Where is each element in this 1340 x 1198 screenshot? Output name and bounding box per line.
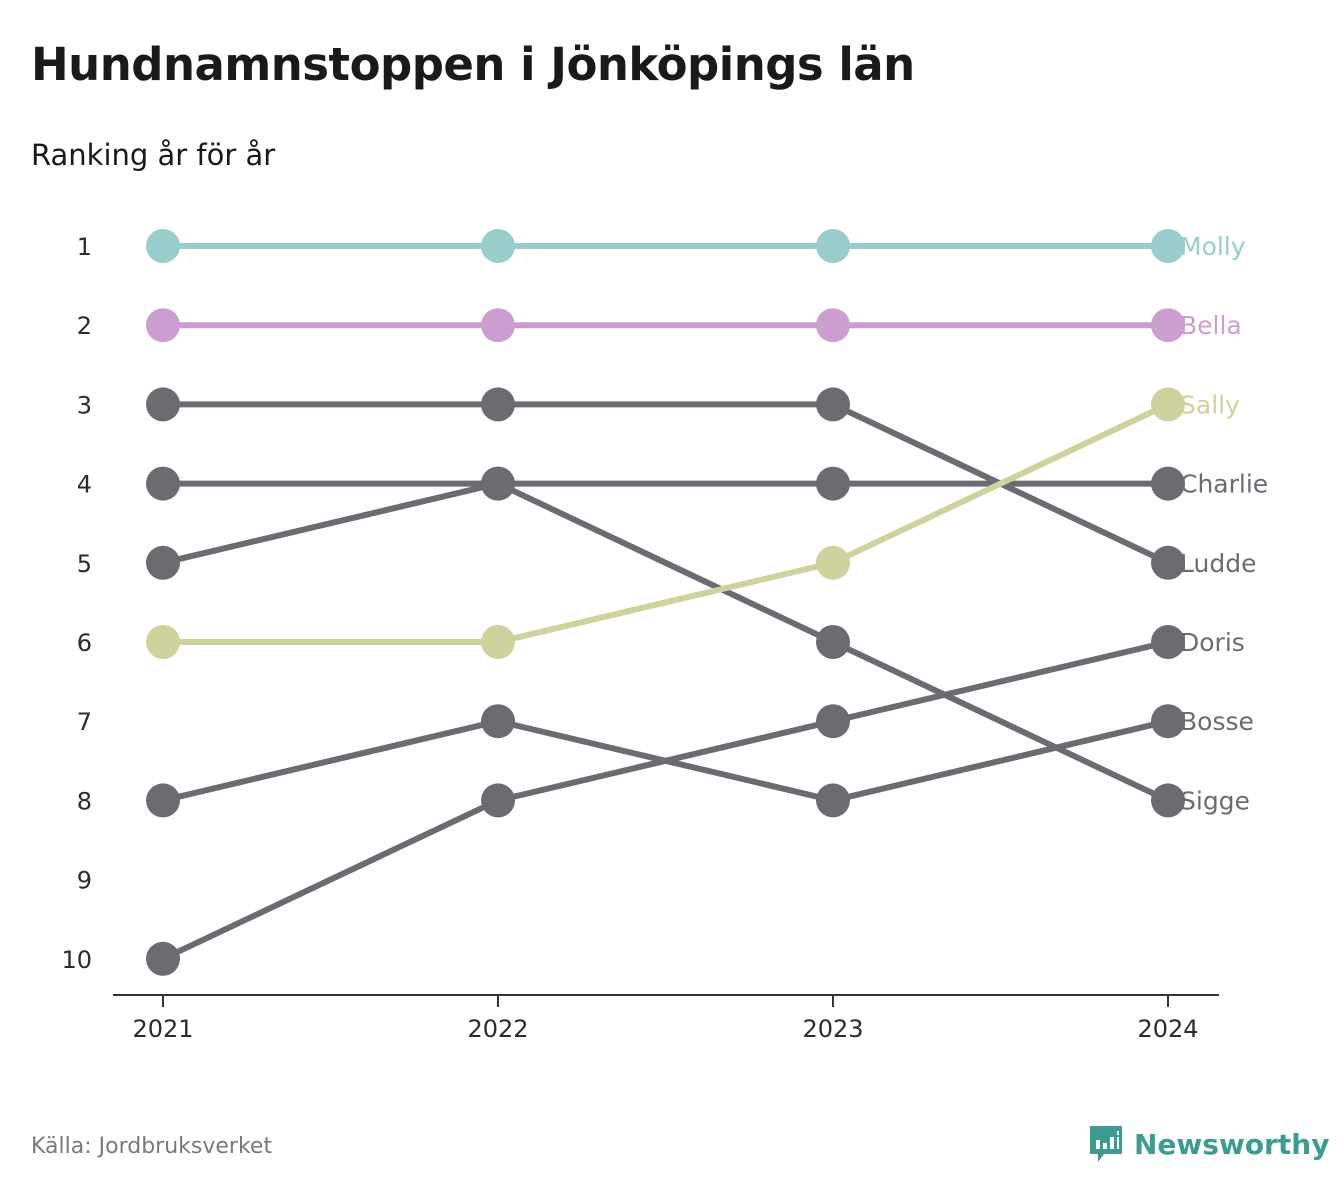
- data-point-charlie-2024: [1151, 466, 1185, 501]
- series-label-bella: Bella: [1180, 311, 1242, 340]
- data-point-bella-2021: [146, 308, 180, 343]
- data-point-bella-2023: [816, 308, 850, 343]
- series-line-sigge: [160, 480, 1171, 804]
- y-tick-label: 3: [77, 391, 92, 419]
- y-tick-label: 6: [77, 629, 92, 657]
- bar-chart-speech-bubble-icon: [1090, 1126, 1122, 1162]
- data-point-doris-2022: [481, 783, 515, 818]
- y-tick-label: 7: [77, 708, 92, 736]
- data-point-bella-2024: [1151, 308, 1185, 343]
- data-point-bosse-2021: [146, 783, 180, 818]
- series-label-molly: Molly: [1180, 232, 1246, 261]
- data-point-sally-2024: [1151, 387, 1185, 422]
- data-point-sally-2022: [481, 625, 515, 659]
- y-tick-label: 4: [77, 471, 92, 499]
- y-tick-label: 2: [77, 312, 92, 340]
- y-tick-label: 10: [61, 946, 92, 974]
- series-line-bosse: [160, 718, 1171, 804]
- series-label-ludde: Ludde: [1180, 549, 1256, 578]
- data-point-molly-2024: [1151, 229, 1185, 263]
- y-tick-label: 1: [77, 233, 92, 261]
- data-point-bosse-2024: [1151, 704, 1185, 739]
- data-point-charlie-2023: [816, 466, 850, 501]
- data-point-bosse-2022: [481, 704, 515, 739]
- data-point-ludde-2023: [816, 387, 850, 422]
- data-point-bella-2022: [481, 308, 515, 343]
- series-label-bosse: Bosse: [1180, 707, 1254, 736]
- data-point-sally-2023: [816, 545, 850, 580]
- series-line-doris: [160, 639, 1171, 962]
- y-tick-label: 5: [77, 550, 92, 578]
- x-tick-label: 2024: [1137, 1015, 1198, 1043]
- data-point-doris-2024: [1151, 625, 1185, 659]
- data-point-molly-2021: [146, 229, 180, 263]
- y-tick-label: 9: [77, 867, 92, 895]
- data-point-sigge-2024: [1151, 783, 1185, 818]
- source-note: Källa: Jordbruksverket: [31, 1134, 273, 1159]
- data-point-doris-2023: [816, 704, 850, 739]
- series-label-charlie: Charlie: [1180, 470, 1268, 499]
- data-point-doris-2021: [146, 941, 180, 976]
- brand-name: Newsworthy: [1134, 1127, 1330, 1161]
- series-label-sigge: Sigge: [1180, 786, 1250, 815]
- data-point-bosse-2023: [816, 783, 850, 818]
- y-tick-label: 8: [77, 787, 92, 815]
- series-line-sally: [160, 401, 1171, 645]
- chart-subtitle: Ranking år för år: [31, 138, 276, 172]
- x-tick-label: 2023: [802, 1015, 863, 1043]
- chart-title: Hundnamnstoppen i Jönköpings län: [31, 38, 915, 91]
- data-point-molly-2022: [481, 229, 515, 263]
- data-point-ludde-2022: [481, 387, 515, 422]
- newsworthy-logo: Newsworthy: [1088, 1124, 1329, 1164]
- data-point-sigge-2023: [816, 625, 850, 659]
- x-tick-label: 2021: [132, 1015, 193, 1043]
- series-label-sally: Sally: [1180, 390, 1240, 419]
- bump-chart: 2021 2022 2023 2024 1 2 3 4 5 6 7 8 9 10 Molly Bella Sa…: [61, 229, 1268, 1043]
- series-label-doris: Doris: [1180, 628, 1245, 657]
- data-point-molly-2023: [816, 229, 850, 263]
- data-point-ludde-2021: [146, 387, 180, 422]
- data-point-sigge-2022: [481, 466, 515, 501]
- data-point-sally-2021: [146, 625, 180, 659]
- data-point-ludde-2024: [1151, 545, 1185, 580]
- x-tick-label: 2022: [467, 1015, 528, 1043]
- data-point-sigge-2021: [146, 545, 180, 580]
- data-point-charlie-2021: [146, 466, 180, 501]
